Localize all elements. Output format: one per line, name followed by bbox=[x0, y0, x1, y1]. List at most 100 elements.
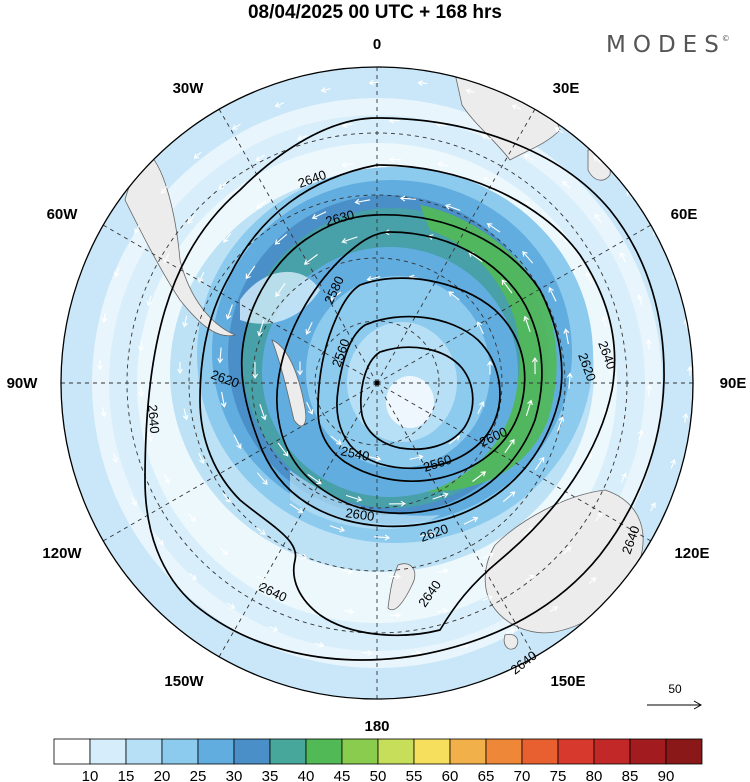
colorbar-tick-label: 30 bbox=[226, 768, 243, 782]
lon-label-0: 0 bbox=[373, 36, 381, 53]
contour-2620 bbox=[276, 231, 543, 515]
wind-vector bbox=[650, 502, 656, 512]
lon-label-60e: 60E bbox=[671, 206, 698, 223]
wind-vector bbox=[345, 494, 363, 502]
wind-vector bbox=[131, 496, 137, 507]
wind-vector bbox=[594, 213, 602, 224]
wind-vector bbox=[682, 412, 689, 423]
wind-vector bbox=[501, 279, 513, 294]
brand-name: MODES bbox=[606, 32, 726, 58]
wind-vector bbox=[220, 391, 227, 408]
wind-vector bbox=[523, 315, 531, 332]
tasmania-land bbox=[503, 633, 519, 650]
wind-vector bbox=[607, 361, 613, 374]
wind-vector bbox=[341, 122, 353, 129]
colorbar-tick-label: 20 bbox=[154, 768, 171, 782]
wind-vector bbox=[437, 607, 449, 614]
wind-vector bbox=[622, 542, 630, 551]
contour-2580 bbox=[317, 277, 526, 482]
wind-vector bbox=[296, 135, 308, 141]
wind-vector bbox=[388, 573, 402, 580]
wind-vector bbox=[297, 361, 303, 376]
wind-vector bbox=[341, 162, 354, 168]
land-masses bbox=[124, 67, 644, 650]
wind-vector bbox=[549, 606, 559, 613]
wind-vector bbox=[164, 473, 171, 484]
colorbar-tick-label: 45 bbox=[334, 768, 351, 782]
colorbar-swatch bbox=[593, 738, 631, 765]
wind-vector bbox=[524, 201, 535, 210]
colorbar: 10 15 20 25 30 35 40 45 50 55 60 65 70 75 80 85 90 bbox=[53, 738, 703, 782]
contour-label: 2630 bbox=[324, 207, 356, 229]
wind-vector bbox=[256, 472, 268, 485]
wind-vector bbox=[296, 177, 308, 184]
wind-vector bbox=[465, 88, 476, 95]
wind-vector bbox=[563, 328, 570, 345]
wind-vector bbox=[646, 384, 652, 396]
colorbar-swatch bbox=[665, 738, 703, 765]
wind-vector bbox=[619, 252, 626, 263]
colorbar-swatch bbox=[161, 738, 199, 765]
wind-vector bbox=[97, 360, 103, 371]
wind-vector bbox=[593, 155, 601, 164]
colorbar-tick-label: 10 bbox=[82, 768, 99, 782]
wind-vector bbox=[274, 233, 288, 245]
wind-vector bbox=[525, 574, 535, 582]
lon-label-180: 180 bbox=[364, 718, 389, 735]
wind-vector bbox=[525, 399, 533, 416]
wind-vector bbox=[146, 295, 153, 307]
colorbar-swatch bbox=[485, 738, 523, 765]
wind-vector bbox=[601, 315, 608, 328]
colorbar-swatch bbox=[521, 738, 559, 765]
wind-vector bbox=[531, 357, 538, 375]
wind-vector bbox=[225, 304, 233, 320]
contour-2640-outer bbox=[144, 117, 665, 661]
wind-vector bbox=[523, 154, 534, 161]
colorbar-tick-label: 70 bbox=[514, 768, 531, 782]
wind-vector bbox=[138, 340, 144, 352]
lon-label-150e: 150E bbox=[550, 673, 585, 690]
wind-vector bbox=[177, 362, 183, 375]
wind-vector bbox=[112, 453, 118, 463]
contour-label: 2600 bbox=[345, 505, 376, 524]
lon-label-90e: 90E bbox=[720, 375, 747, 392]
map-border bbox=[60, 66, 694, 700]
wind-vector bbox=[245, 265, 256, 280]
wind-vector bbox=[182, 315, 188, 328]
brand-mark: © bbox=[721, 34, 730, 43]
wind-vector bbox=[354, 198, 371, 205]
wind-vector bbox=[562, 546, 572, 555]
wind-vector bbox=[233, 434, 242, 450]
wind-vector bbox=[390, 612, 402, 619]
lon-label-120e: 120E bbox=[674, 545, 709, 562]
colorbar-tick-label: 55 bbox=[406, 768, 423, 782]
colorbar-tick-label: 50 bbox=[370, 768, 387, 782]
wind-vector bbox=[687, 365, 693, 376]
wind-vector bbox=[189, 572, 197, 581]
wind-vector bbox=[343, 608, 355, 615]
wind-vector bbox=[445, 203, 461, 211]
wind-vector bbox=[367, 455, 382, 462]
wind-vector bbox=[502, 491, 516, 503]
wind-vector bbox=[437, 161, 449, 168]
colorbar-swatch bbox=[449, 738, 487, 765]
wind-reference-value: 50 bbox=[668, 682, 682, 696]
wind-vector bbox=[476, 321, 484, 335]
wind-vector bbox=[268, 626, 279, 632]
colorbar-tick-label: 80 bbox=[586, 768, 603, 782]
colorbar-tick-label: 85 bbox=[622, 768, 639, 782]
colorbar-swatch bbox=[341, 738, 379, 765]
wind-vector bbox=[482, 595, 494, 601]
arrow-right-icon bbox=[647, 700, 703, 710]
wind-vector bbox=[329, 291, 342, 301]
brand-logo: MODES© bbox=[606, 32, 734, 58]
wind-vector bbox=[481, 134, 492, 140]
contour-label: 2540 bbox=[339, 443, 370, 464]
colorbar-swatch bbox=[233, 738, 271, 765]
wind-vector bbox=[482, 176, 494, 184]
wind-vector bbox=[645, 338, 652, 350]
colorbar-tick-label: 35 bbox=[262, 768, 279, 782]
lon-label-30w: 30W bbox=[173, 80, 205, 97]
contour-2540 bbox=[359, 346, 474, 451]
